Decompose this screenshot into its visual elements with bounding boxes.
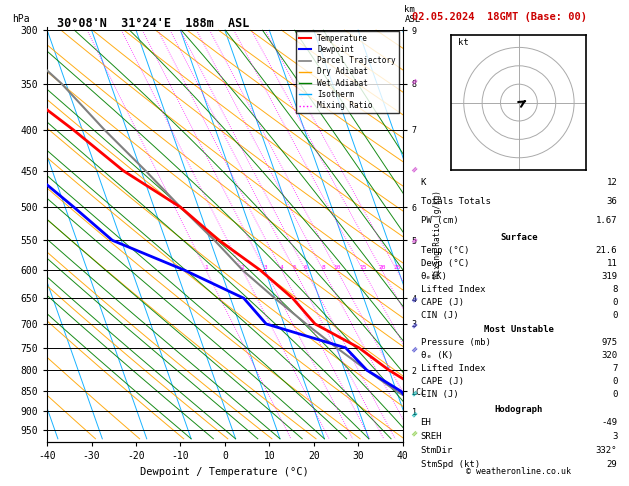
Text: 8: 8 [612, 285, 617, 294]
Text: 10: 10 [333, 265, 341, 271]
Text: 7: 7 [612, 364, 617, 373]
Text: -49: -49 [601, 418, 617, 428]
Text: ≡: ≡ [409, 320, 420, 331]
Text: 30°08'N  31°24'E  188m  ASL: 30°08'N 31°24'E 188m ASL [57, 17, 249, 30]
Text: 21.6: 21.6 [596, 246, 617, 255]
Text: kt: kt [458, 38, 469, 47]
Text: Temp (°C): Temp (°C) [421, 246, 469, 255]
Text: hPa: hPa [13, 14, 30, 24]
Text: 1.67: 1.67 [596, 216, 617, 225]
Text: Lifted Index: Lifted Index [421, 364, 485, 373]
Text: 11: 11 [606, 260, 617, 268]
Text: 3: 3 [264, 265, 267, 271]
Text: StmSpd (kt): StmSpd (kt) [421, 460, 480, 469]
Text: © weatheronline.co.uk: © weatheronline.co.uk [467, 467, 571, 476]
Text: EH: EH [421, 418, 431, 428]
Text: 0: 0 [612, 298, 617, 307]
Text: 0: 0 [612, 390, 617, 399]
Text: ≡: ≡ [409, 344, 420, 355]
Text: ≡: ≡ [409, 164, 420, 175]
Text: 29: 29 [606, 460, 617, 469]
Text: 2: 2 [241, 265, 245, 271]
Text: Surface: Surface [500, 233, 538, 243]
Text: 320: 320 [601, 351, 617, 360]
Text: ≡: ≡ [409, 75, 420, 87]
Text: 8: 8 [321, 265, 325, 271]
Text: 3: 3 [612, 432, 617, 441]
Text: 4: 4 [280, 265, 284, 271]
Text: Totals Totals: Totals Totals [421, 197, 491, 206]
Text: 6: 6 [304, 265, 308, 271]
Text: CAPE (J): CAPE (J) [421, 377, 464, 386]
Text: 36: 36 [606, 197, 617, 206]
Text: Dewp (°C): Dewp (°C) [421, 260, 469, 268]
Text: ≡: ≡ [409, 235, 420, 246]
Text: θₑ (K): θₑ (K) [421, 351, 453, 360]
Text: 0: 0 [612, 311, 617, 320]
Text: Hodograph: Hodograph [495, 405, 543, 414]
Text: 25: 25 [393, 265, 401, 271]
Text: 02.05.2024  18GMT (Base: 00): 02.05.2024 18GMT (Base: 00) [412, 12, 587, 22]
Text: ≡: ≡ [409, 294, 420, 305]
Text: ≡: ≡ [409, 408, 420, 420]
X-axis label: Dewpoint / Temperature (°C): Dewpoint / Temperature (°C) [140, 467, 309, 477]
Text: 975: 975 [601, 338, 617, 347]
Text: CAPE (J): CAPE (J) [421, 298, 464, 307]
Text: ≡: ≡ [409, 388, 420, 399]
Text: km
ASL: km ASL [404, 5, 421, 24]
Legend: Temperature, Dewpoint, Parcel Trajectory, Dry Adiabat, Wet Adiabat, Isotherm, Mi: Temperature, Dewpoint, Parcel Trajectory… [296, 31, 399, 113]
Text: SREH: SREH [421, 432, 442, 441]
Text: PW (cm): PW (cm) [421, 216, 458, 225]
Text: 20: 20 [378, 265, 386, 271]
Text: 319: 319 [601, 272, 617, 281]
Text: StmDir: StmDir [421, 446, 453, 455]
Text: Most Unstable: Most Unstable [484, 326, 554, 334]
Text: 12: 12 [606, 177, 617, 187]
Text: θₑ(K): θₑ(K) [421, 272, 447, 281]
Text: Lifted Index: Lifted Index [421, 285, 485, 294]
Text: Mixing Ratio (g/kg): Mixing Ratio (g/kg) [433, 191, 442, 278]
Text: Pressure (mb): Pressure (mb) [421, 338, 491, 347]
Text: CIN (J): CIN (J) [421, 311, 458, 320]
Text: 15: 15 [359, 265, 367, 271]
Text: ≡: ≡ [409, 428, 420, 439]
Text: 5: 5 [293, 265, 297, 271]
Text: CIN (J): CIN (J) [421, 390, 458, 399]
Text: 332°: 332° [596, 446, 617, 455]
Text: 0: 0 [612, 377, 617, 386]
Text: 1: 1 [204, 265, 208, 271]
Text: K: K [421, 177, 426, 187]
